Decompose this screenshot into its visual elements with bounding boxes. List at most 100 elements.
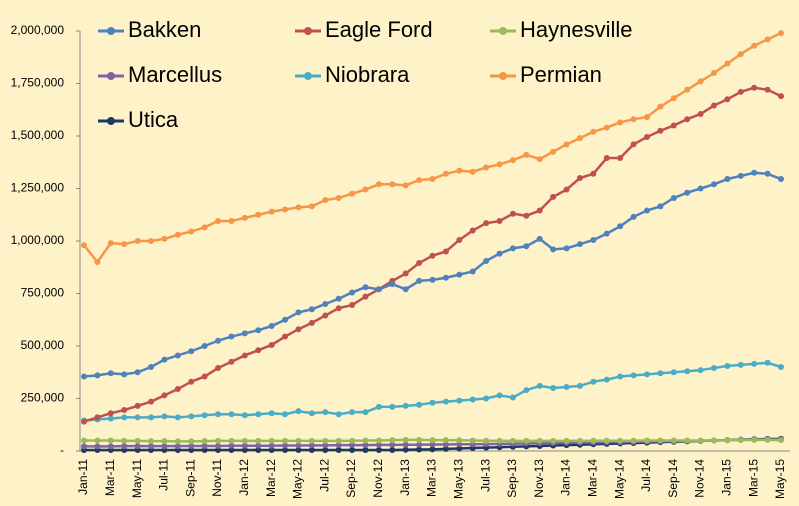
data-point (764, 359, 771, 366)
data-point (215, 437, 222, 444)
data-point (362, 437, 369, 444)
data-point (778, 364, 784, 370)
data-point (684, 368, 691, 375)
y-tick-label: 2,000,000 (11, 23, 65, 37)
data-point (349, 442, 356, 449)
data-point (362, 186, 369, 193)
data-point (697, 367, 704, 374)
data-point (737, 51, 744, 58)
data-point (107, 437, 114, 444)
data-point (496, 218, 503, 225)
data-point (107, 370, 114, 377)
data-point (442, 441, 449, 448)
data-point (362, 409, 369, 416)
data-point (523, 437, 530, 444)
legend-marker (304, 72, 312, 80)
legend-marker (107, 117, 115, 125)
data-point (295, 408, 302, 415)
x-tick-label: Sep-13 (505, 459, 519, 498)
data-point (188, 228, 195, 235)
data-point (107, 415, 114, 422)
data-point (509, 394, 516, 401)
data-point (576, 437, 583, 444)
data-point (483, 437, 490, 444)
data-point (737, 361, 744, 368)
data-point (724, 60, 731, 67)
data-point (215, 411, 222, 418)
legend-label: Eagle Ford (325, 17, 433, 42)
data-point (188, 438, 195, 445)
legend-marker (499, 72, 507, 80)
x-tick-label: Sep-14 (666, 459, 680, 498)
data-point (670, 369, 677, 376)
data-point (764, 170, 771, 177)
data-point (550, 148, 557, 155)
data-point (282, 442, 289, 449)
x-tick-label: Jan-12 (237, 459, 251, 496)
data-point (550, 193, 557, 200)
data-point (282, 437, 289, 444)
y-tick-label: - (60, 443, 64, 457)
data-point (630, 213, 637, 220)
data-point (657, 127, 664, 134)
data-point (268, 446, 275, 453)
data-point (523, 151, 530, 158)
data-point (241, 412, 248, 419)
series (81, 359, 784, 424)
data-point (389, 446, 396, 453)
data-point (335, 446, 342, 453)
data-point (241, 442, 248, 449)
data-point (603, 230, 610, 237)
data-point (322, 437, 329, 444)
data-point (442, 170, 449, 177)
data-point (268, 208, 275, 215)
data-point (496, 161, 503, 168)
data-point (241, 352, 248, 359)
data-point (349, 409, 356, 416)
data-point (308, 442, 315, 449)
data-point (81, 373, 87, 380)
x-tick-label: Jan-15 (720, 459, 734, 496)
data-point (375, 181, 382, 188)
data-point (751, 42, 758, 49)
data-point (617, 155, 624, 162)
data-point (483, 220, 490, 227)
x-tick-label: Nov-13 (532, 459, 546, 498)
data-point (349, 446, 356, 453)
data-point (268, 442, 275, 449)
data-point (523, 212, 530, 219)
data-point (174, 414, 181, 421)
data-point (550, 385, 557, 391)
data-point (402, 441, 409, 448)
data-point (469, 168, 476, 175)
data-point (469, 437, 476, 444)
data-point (389, 441, 396, 448)
data-point (710, 181, 717, 188)
data-point (509, 210, 516, 217)
data-point (322, 197, 329, 204)
data-point (94, 414, 101, 421)
data-point (710, 70, 717, 76)
data-point (456, 397, 463, 404)
y-tick-label: 500,000 (21, 338, 65, 352)
data-point (563, 186, 570, 193)
data-point (442, 248, 449, 255)
data-point (349, 437, 356, 444)
data-point (375, 446, 382, 453)
data-point (134, 369, 141, 376)
data-point (630, 437, 637, 444)
data-point (255, 442, 262, 449)
data-point (603, 155, 610, 162)
data-point (255, 211, 262, 218)
data-point (630, 116, 637, 123)
data-point (148, 438, 155, 445)
data-point (228, 218, 235, 225)
legend-label: Haynesville (520, 17, 633, 42)
data-point (563, 383, 570, 390)
series (81, 84, 784, 425)
data-point (469, 268, 476, 275)
data-point (228, 411, 235, 418)
data-point (576, 135, 583, 142)
data-point (295, 326, 302, 333)
